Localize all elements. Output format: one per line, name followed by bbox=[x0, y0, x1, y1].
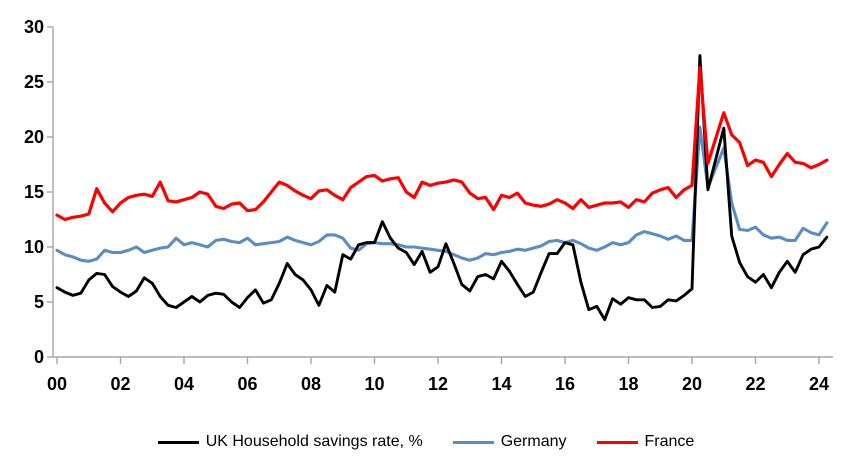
x-tick-label: 08 bbox=[301, 374, 321, 394]
uk-line-swatch bbox=[157, 440, 199, 444]
germany-line-swatch bbox=[452, 440, 494, 444]
y-tick-label: 5 bbox=[34, 292, 44, 312]
x-tick-label: 04 bbox=[174, 374, 194, 394]
x-tick-label: 06 bbox=[237, 374, 257, 394]
y-tick-label: 0 bbox=[34, 347, 44, 367]
y-tick-label: 15 bbox=[24, 182, 44, 202]
x-tick-label: 22 bbox=[745, 374, 765, 394]
y-tick-label: 25 bbox=[24, 72, 44, 92]
legend-label-france: France bbox=[644, 433, 695, 450]
uk-line bbox=[55, 54, 829, 322]
legend-label-germany: Germany bbox=[500, 433, 567, 450]
x-tick-label: 24 bbox=[809, 374, 829, 394]
x-tick-label: 14 bbox=[491, 374, 511, 394]
legend-item-france: France bbox=[596, 433, 695, 451]
x-tick-label: 12 bbox=[428, 374, 448, 394]
x-tick-label: 00 bbox=[47, 374, 67, 394]
y-tick-label: 30 bbox=[24, 17, 44, 37]
legend-label-uk: UK Household savings rate, % bbox=[205, 433, 423, 450]
legend-item-uk: UK Household savings rate, % bbox=[157, 433, 423, 451]
y-tick-label: 20 bbox=[24, 127, 44, 147]
x-tick-label: 20 bbox=[682, 374, 702, 394]
legend-item-germany: Germany bbox=[452, 433, 567, 451]
france-line bbox=[55, 66, 829, 222]
x-tick-label: 16 bbox=[555, 374, 575, 394]
plot-area: 0 5 10 15 20 25 30 00 02 04 06 08 10 12 14 16 18 20 22 24 bbox=[24, 17, 833, 394]
x-tick-label: 18 bbox=[618, 374, 638, 394]
x-tick-label: 10 bbox=[364, 374, 384, 394]
legend: UK Household savings rate, % Germany Fra… bbox=[0, 424, 852, 460]
france-line-swatch bbox=[596, 440, 638, 444]
y-tick-label: 10 bbox=[24, 237, 44, 257]
x-tick-label: 02 bbox=[110, 374, 130, 394]
